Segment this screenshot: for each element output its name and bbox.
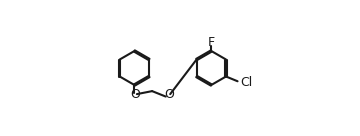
Text: Cl: Cl <box>240 76 252 89</box>
Text: F: F <box>208 36 215 49</box>
Text: O: O <box>130 88 140 101</box>
Text: O: O <box>164 88 174 101</box>
